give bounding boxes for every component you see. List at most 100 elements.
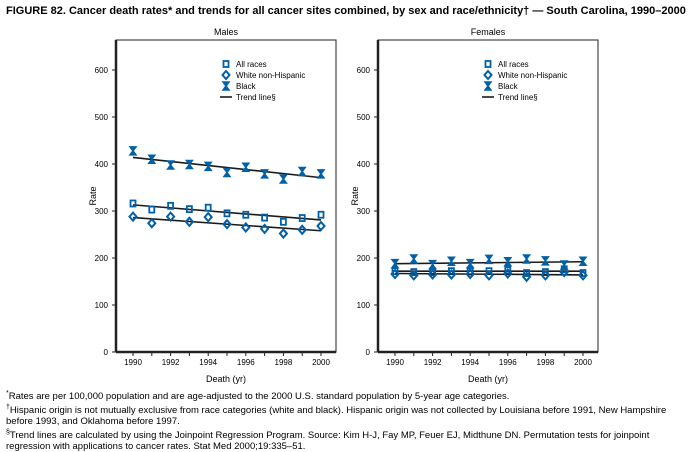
data-point [559,266,570,278]
data-point [502,267,513,280]
data-point [185,205,193,214]
data-point [148,205,156,214]
data-point [446,256,456,267]
data-point [409,254,419,264]
data-point [390,268,400,280]
data-point [184,159,194,170]
x-tick-label: 1990 [386,358,404,367]
x-tick-label: 1994 [199,358,217,367]
panel-title: Females [471,27,506,37]
data-point [167,201,175,210]
data-point [503,257,513,267]
figure-title: FIGURE 82. Cancer death rates* and trend… [6,5,686,17]
data-point [203,161,213,172]
x-tick-label: 1992 [162,358,180,367]
x-tick-label: 2000 [574,358,592,367]
x-tick-label: 1992 [424,358,442,367]
data-point [578,269,588,281]
data-point [279,217,287,226]
data-point [261,213,269,222]
legend-label: Trend line§ [498,93,538,102]
data-point [222,167,232,178]
y-tick-label: 400 [95,160,109,169]
x-axis-label: Death (yr) [206,374,246,384]
data-point [241,162,251,173]
y-tick-label: 100 [357,301,371,310]
data-point [166,160,176,170]
data-point [278,228,289,240]
data-point [523,269,530,277]
data-point [484,254,494,265]
data-point [128,146,138,156]
data-point [317,210,325,219]
trend-line [132,204,322,221]
footnote-1: *Rates are per 100,000 population and ar… [6,390,510,403]
data-point [428,259,438,270]
data-point [521,271,532,283]
data-point [129,199,137,208]
legend-marker [484,60,492,68]
x-tick-label: 2000 [312,358,330,367]
x-tick-label: 1996 [499,358,517,367]
legend-label: Trend line§ [236,93,276,102]
y-tick-label: 300 [95,207,109,216]
data-point [204,203,212,212]
data-point [297,224,308,236]
x-tick-label: 1996 [237,358,255,367]
data-point [410,268,418,277]
legend-label: All races [498,60,529,69]
data-point [260,169,270,179]
data-point [297,166,307,177]
data-point [240,221,251,233]
data-point [298,214,306,222]
data-point [147,154,157,165]
data-point [484,269,494,281]
legend-marker [222,60,230,68]
x-tick-label: 1990 [124,358,142,367]
data-point [278,174,288,184]
y-tick-label: 400 [357,160,371,169]
y-tick-label: 200 [357,254,371,263]
footnotes: *Rates are per 100,000 population and ar… [6,388,690,452]
y-tick-label: 600 [357,66,371,75]
trend-line [394,272,584,276]
x-tick-label: 1994 [461,358,479,367]
data-point [184,216,195,228]
data-point [465,268,476,280]
chart-area: Males 0 100 200 300 400 500 600 1990 1992 1994 1996… [88,27,599,384]
legend-label: All races [236,60,267,69]
footnote-3: §Trend lines are calculated by using the… [6,429,650,452]
data-point [203,211,214,223]
legend-label: Black [498,82,519,91]
data-point [390,258,400,269]
y-tick-label: 200 [95,254,109,263]
x-tick-label: 1998 [275,358,293,367]
data-point [222,218,232,230]
y-tick-label: 0 [104,348,109,357]
data-point [408,269,419,281]
panel-title: Males [214,27,239,37]
y-axis-label: Rate [350,186,360,205]
data-point [128,211,138,223]
data-point [504,266,512,275]
data-point [465,258,475,269]
y-tick-label: 500 [95,113,109,122]
footnote-2: †Hispanic origin is not mutually exclusi… [6,404,667,428]
x-tick-label: 1998 [537,358,555,367]
y-tick-label: 500 [357,113,371,122]
y-tick-label: 100 [95,301,109,310]
data-point [223,209,231,218]
data-point [446,268,457,280]
legend-marker [221,69,231,81]
data-point [146,217,157,229]
data-point [316,169,326,179]
legend-label: White non-Hispanic [498,71,567,80]
y-tick-label: 600 [95,66,109,75]
legend-marker [483,69,493,81]
data-point [578,256,588,267]
data-point [242,210,250,219]
data-point [540,256,550,266]
legend-marker [483,81,493,91]
data-point [522,254,532,264]
data-point [427,268,438,280]
